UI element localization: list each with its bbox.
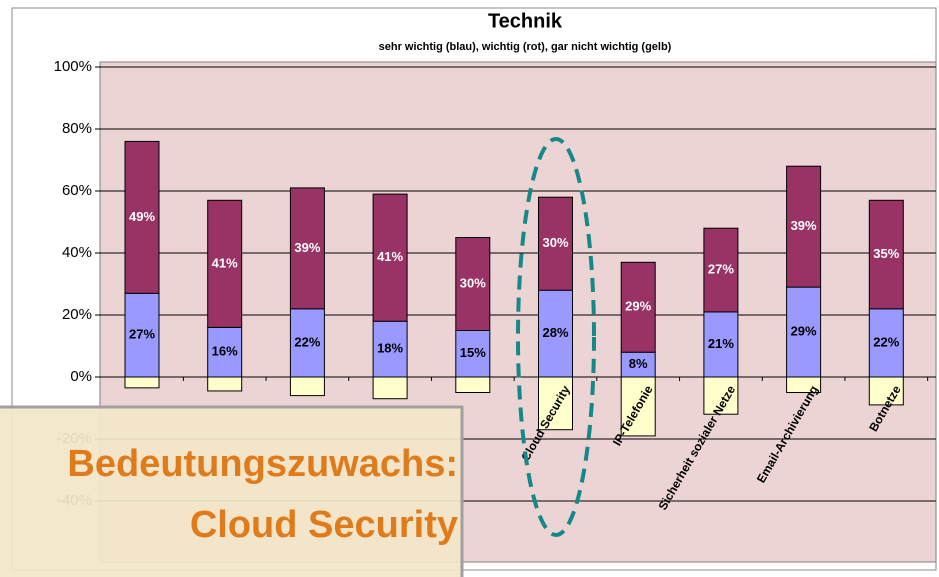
chart-subtitle: sehr wichtig (blau), wichtig (rot), gar … [379,41,672,53]
data-label: 29% [791,323,817,338]
bar-segment [786,376,822,393]
bar-segment [868,199,904,310]
y-tick-label: 100% [54,58,92,75]
data-label: 30% [460,275,486,290]
data-label: 15% [460,345,486,360]
data-label: 41% [377,249,403,264]
y-tick-label: 40% [62,244,92,261]
y-tick-label: 60% [62,182,92,199]
annotation-line: Cloud Security [190,504,458,546]
annotation-background [0,405,464,577]
bar-segment [289,308,325,378]
bar-segment [620,376,656,437]
bar-segment [786,165,822,288]
bar-segment [868,308,904,378]
data-label: 29% [625,299,651,314]
data-label: 16% [212,344,238,359]
data-label: 39% [791,218,817,233]
bar-segment [124,292,160,378]
data-label: 27% [129,327,155,342]
bar-segment [786,286,822,378]
bar-segment [703,311,739,378]
y-tick-label: 0% [70,368,92,385]
bar-segment [703,227,739,313]
bar-segment [455,376,491,393]
data-label: 39% [294,240,320,255]
data-label: 22% [294,334,320,349]
bar-segment [620,261,656,353]
annotation-box: Bedeutungszuwachs: Cloud Security [0,405,464,577]
bar-segment [289,376,325,397]
bar-segment [289,187,325,310]
data-label: 28% [542,325,568,340]
data-label: 35% [873,246,899,261]
chart-title: Technik [488,10,563,32]
bar-segment [538,196,573,291]
data-label: 30% [542,235,568,250]
data-label: 27% [708,261,734,276]
bar-segment [868,376,904,406]
data-label: 18% [377,341,403,356]
bar-segment [124,140,160,294]
bar-segment [703,376,739,415]
bar-segment [124,376,160,389]
data-label: 22% [873,334,899,349]
y-tick-label: 20% [62,306,92,323]
bar-segment [207,376,243,392]
bar-segment [372,376,408,400]
bar-segment [372,193,408,322]
data-label: 49% [129,209,155,224]
annotation-line: Bedeutungszuwachs: [67,443,458,485]
bar-segment [538,289,573,378]
highlight-ellipse [516,137,596,537]
data-label: 21% [708,336,734,351]
bar-segment [538,376,573,431]
data-label: 8% [629,356,648,371]
bar-segment [455,237,491,331]
data-label: 41% [212,255,238,270]
bar-segment [207,199,243,328]
y-tick-label: 80% [62,120,92,137]
